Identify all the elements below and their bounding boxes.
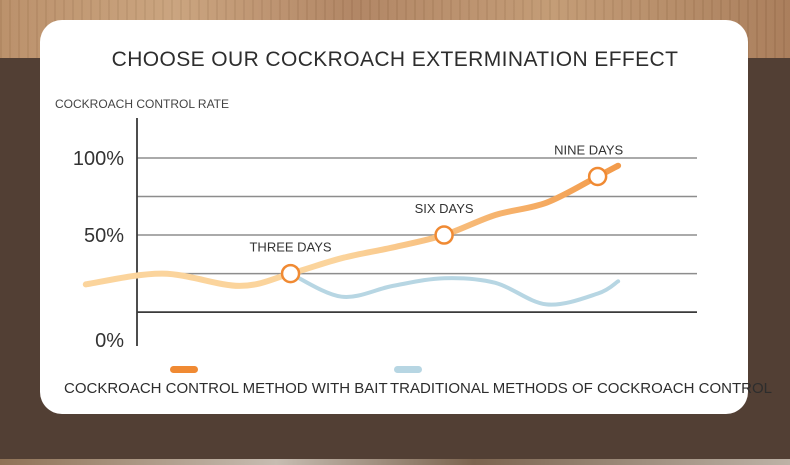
- legend-swatch-traditional: [394, 366, 422, 373]
- day-marker-label: THREE DAYS: [249, 240, 331, 255]
- y-tick-label: 0%: [95, 330, 124, 352]
- wood-background-bottom: [0, 459, 790, 465]
- day-marker-label: NINE DAYS: [554, 142, 623, 157]
- chart-card: [40, 20, 748, 414]
- legend-label-traditional: TRADITIONAL METHODS OF COCKROACH CONTROL: [390, 380, 772, 397]
- legend-swatch-bait: [170, 366, 198, 373]
- day-marker: [434, 225, 454, 245]
- chart-title: CHOOSE OUR COCKROACH EXTERMINATION EFFEC…: [111, 48, 679, 71]
- series-line-traditional: [288, 271, 621, 307]
- series-line-bait: [82, 162, 622, 289]
- y-tick-label: 50%: [84, 225, 124, 247]
- day-marker-label: SIX DAYS: [415, 201, 474, 216]
- y-tick-label: 100%: [73, 148, 124, 170]
- day-marker: [280, 263, 301, 284]
- y-axis-label: COCKROACH CONTROL RATE: [55, 97, 229, 111]
- day-marker: [587, 166, 608, 187]
- legend-label-bait: COCKROACH CONTROL METHOD WITH BAIT: [64, 380, 388, 397]
